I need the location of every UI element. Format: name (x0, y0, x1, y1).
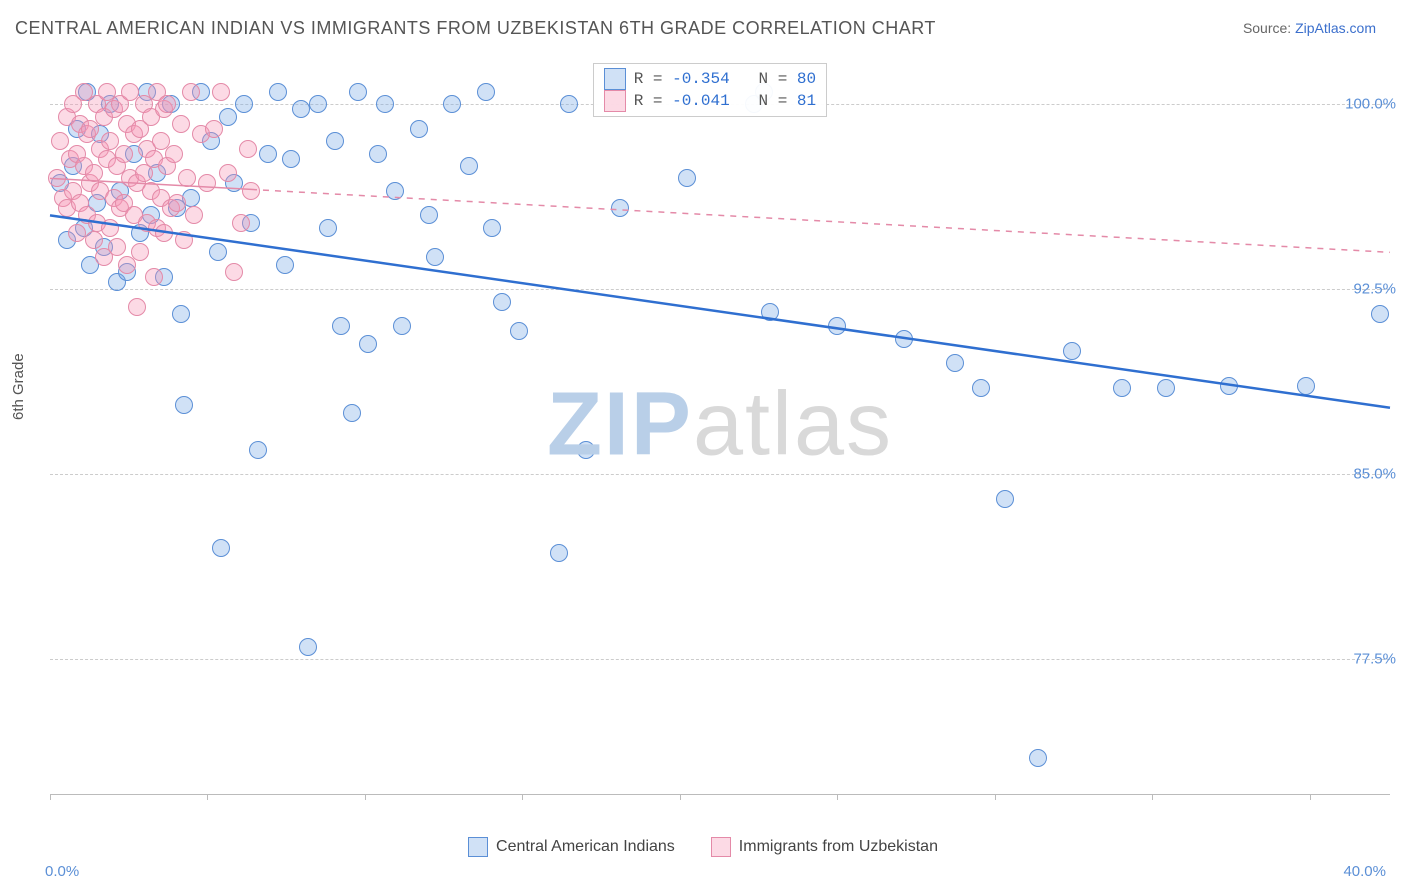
legend-row: R = -0.354 N = 80 (604, 68, 816, 90)
trend-line (50, 178, 251, 189)
x-axis-min-label: 0.0% (45, 863, 79, 880)
legend-swatch (604, 90, 626, 112)
chart-title: CENTRAL AMERICAN INDIAN VS IMMIGRANTS FR… (15, 18, 936, 39)
legend-item: Immigrants from Uzbekistan (711, 837, 938, 857)
correlation-legend: R = -0.354 N = 80 R = -0.041 N = 81 (593, 63, 827, 117)
legend-label: Central American Indians (496, 838, 675, 856)
legend-swatch (468, 837, 488, 857)
y-axis-label: 6th Grade (10, 353, 27, 420)
trend-overlay (50, 55, 1390, 795)
legend-label: Immigrants from Uzbekistan (739, 838, 938, 856)
source-attribution: Source: ZipAtlas.com (1243, 20, 1376, 36)
legend-stats: R = -0.354 N = 80 (634, 70, 816, 88)
legend-swatch (604, 68, 626, 90)
legend-stats: R = -0.041 N = 81 (634, 92, 816, 110)
legend-swatch (711, 837, 731, 857)
legend-item: Central American Indians (468, 837, 675, 857)
plot-area: 77.5%85.0%92.5%100.0%R = -0.354 N = 80R … (50, 55, 1390, 795)
x-axis-max-label: 40.0% (1343, 863, 1386, 880)
source-link[interactable]: ZipAtlas.com (1295, 20, 1376, 36)
trend-line (251, 189, 1390, 252)
trend-line (50, 215, 1390, 407)
bottom-legend: Central American Indians Immigrants from … (0, 837, 1406, 862)
legend-row: R = -0.041 N = 81 (604, 90, 816, 112)
